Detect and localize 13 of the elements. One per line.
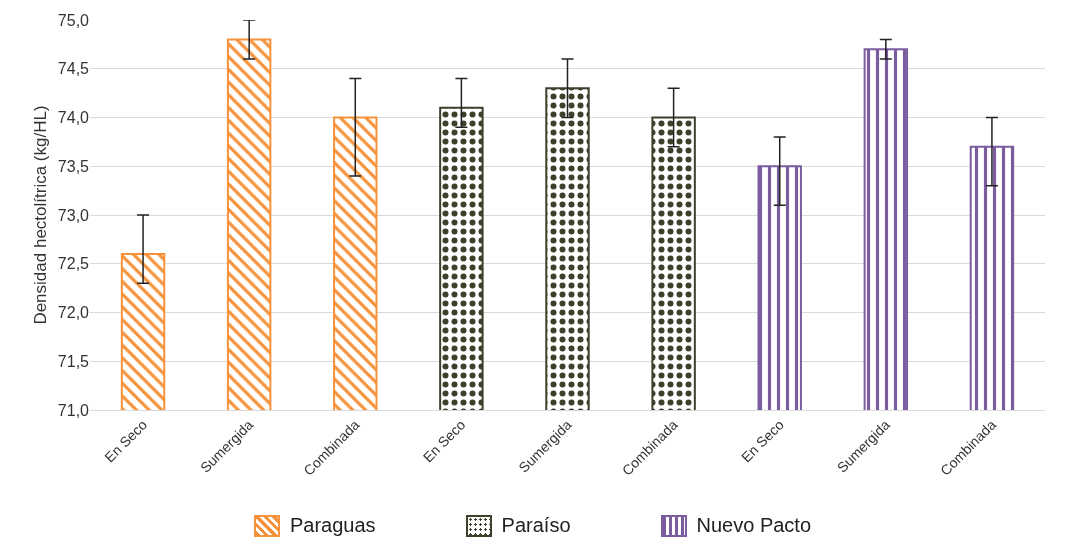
y-axis-title: Densidad hectolítrica (kg/HL) — [31, 105, 50, 325]
y-tick-label: 72,0 — [57, 304, 90, 322]
legend-label: Nuevo Pacto — [696, 514, 812, 537]
y-tick-label: 75,0 — [57, 11, 90, 29]
y-tick-label: 71,5 — [57, 352, 90, 370]
y-tick-label: 74,5 — [57, 60, 90, 78]
y-tick-label: 72,5 — [57, 255, 90, 273]
y-tick-label: 74,0 — [57, 109, 90, 127]
y-tick-label: 73,5 — [57, 157, 90, 175]
y-tick-label: 71,0 — [57, 401, 90, 419]
y-tick-label: 73,0 — [57, 206, 90, 224]
legend-label: Paraguas — [289, 514, 376, 537]
legend-label: Paraíso — [501, 514, 571, 537]
